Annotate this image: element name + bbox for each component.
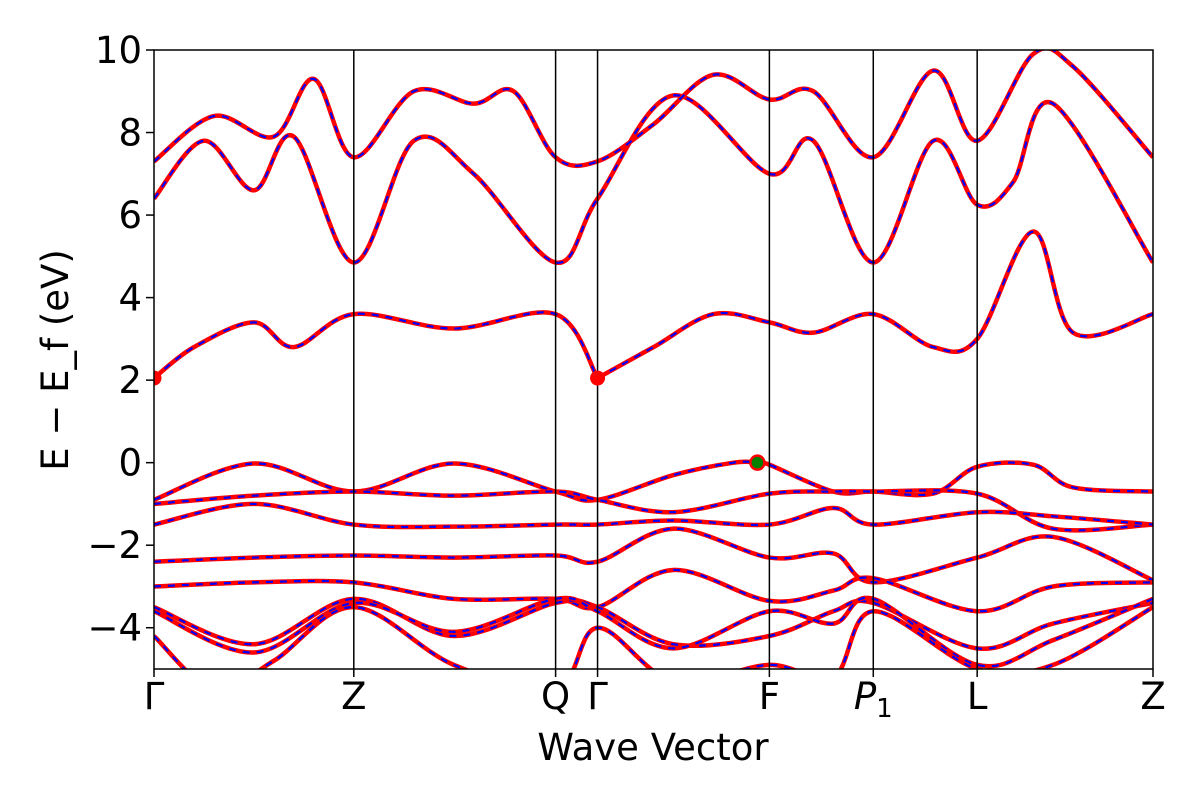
band-line-dashed — [154, 311, 599, 379]
y-tick-label: −2 — [87, 524, 142, 567]
band-lines — [154, 50, 1153, 669]
x-axis: Γ Z Q Γ F P1 L Z — [144, 669, 1166, 724]
band-line — [154, 501, 1153, 530]
kpoint-divider-lines — [353, 50, 978, 669]
y-tick-label: −4 — [87, 607, 142, 650]
y-tick-label: 8 — [118, 112, 142, 155]
y-tick-label: 4 — [118, 277, 142, 320]
band-edge-marker — [154, 370, 162, 386]
x-tick-label: Γ — [587, 675, 608, 718]
y-tick-label: 2 — [118, 359, 142, 402]
x-tick-label: Q — [541, 675, 570, 718]
band-line — [596, 229, 1153, 381]
band-line-dashed — [154, 460, 1153, 502]
x-tick-label: Γ — [144, 675, 165, 718]
band-edge-marker — [590, 370, 606, 386]
x-tick-label: Z — [1140, 675, 1165, 718]
y-tick-label: 10 — [95, 29, 142, 72]
y-tick-label: 0 — [118, 442, 142, 485]
band-edge-markers — [154, 370, 766, 471]
y-tick-label: 6 — [118, 194, 142, 237]
band-line-dashed — [154, 502, 1153, 529]
x-tick-label: L — [967, 675, 988, 718]
x-axis-label: Wave Vector — [537, 726, 769, 769]
band-edge-marker — [749, 454, 766, 471]
x-tick-label: F — [759, 675, 780, 718]
band-line — [154, 93, 1153, 265]
band-line — [154, 310, 600, 380]
y-axis: 10 8 6 4 2 0 −2 −4 — [87, 29, 154, 650]
band-line-dashed — [154, 596, 1153, 668]
band-line-dashed — [154, 94, 1153, 264]
band-line-dashed — [154, 605, 1153, 669]
plot-frame — [153, 49, 1154, 670]
band-line-dashed — [597, 230, 1153, 380]
y-axis-label: E − E_f (eV) — [34, 249, 77, 471]
x-tick-label: P1 — [854, 675, 893, 724]
x-tick-label: Z — [341, 675, 366, 718]
